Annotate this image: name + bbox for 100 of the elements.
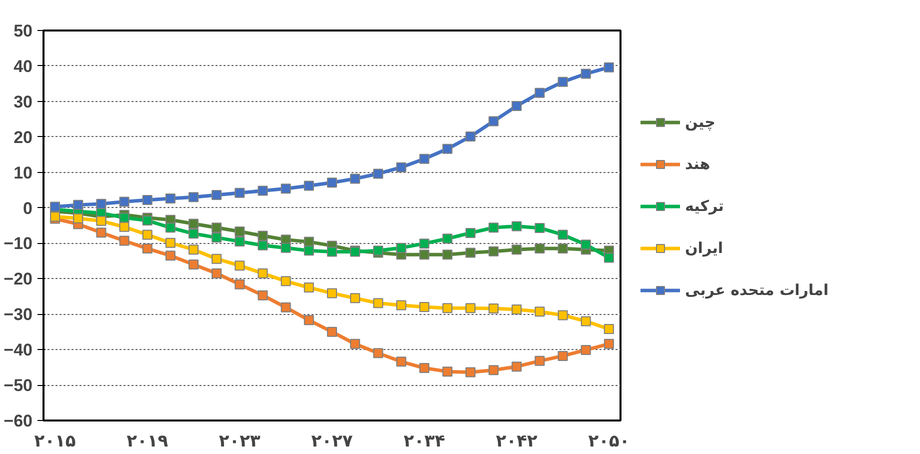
point <box>373 348 384 358</box>
y-tick-label: 30 <box>14 92 33 112</box>
legend-label: ایران <box>685 239 724 257</box>
point <box>465 132 476 142</box>
point <box>50 202 60 212</box>
x-tick-label: ۲۰۵۰ <box>588 432 630 452</box>
point <box>580 344 591 355</box>
y-tick-label: −40 <box>4 340 33 360</box>
point <box>419 238 430 249</box>
point <box>580 240 591 250</box>
point <box>258 186 268 196</box>
point <box>234 260 245 271</box>
point <box>96 198 106 209</box>
point <box>488 365 499 376</box>
point <box>119 196 130 207</box>
y-tick-label: 20 <box>14 128 33 147</box>
point <box>96 216 106 226</box>
point <box>488 222 499 233</box>
point <box>534 356 545 366</box>
point <box>234 188 245 198</box>
y-tick-label: 40 <box>14 56 33 76</box>
x-tick-label: ۲۰۴۲ <box>496 432 538 452</box>
point <box>604 252 614 263</box>
point <box>188 192 199 202</box>
legend-label: چین <box>685 113 716 131</box>
point <box>512 244 522 255</box>
point <box>512 221 522 232</box>
point <box>558 230 568 240</box>
point <box>465 248 476 258</box>
point <box>280 242 291 253</box>
point <box>234 279 245 290</box>
point <box>327 178 337 188</box>
y-tick-label: −30 <box>4 305 33 324</box>
point <box>419 363 430 374</box>
point <box>488 246 499 256</box>
point <box>142 244 152 254</box>
point <box>512 362 522 372</box>
point <box>304 246 314 256</box>
point <box>604 62 614 72</box>
point <box>304 315 314 326</box>
point <box>465 367 476 378</box>
point <box>558 310 568 320</box>
point <box>258 290 268 300</box>
point <box>558 244 568 254</box>
y-tick-label: 50 <box>14 22 33 40</box>
y-tick-label: 10 <box>14 163 33 182</box>
point <box>119 222 130 232</box>
y-tick-label: −20 <box>4 270 33 289</box>
point <box>165 194 176 204</box>
point <box>534 306 545 317</box>
point <box>534 88 545 98</box>
point <box>419 302 430 312</box>
point <box>396 356 406 367</box>
point <box>73 200 84 210</box>
point <box>604 338 614 349</box>
point <box>396 300 406 310</box>
point <box>580 68 591 79</box>
point <box>212 232 222 243</box>
point <box>327 246 337 257</box>
point <box>212 190 222 200</box>
y-tick-label: −10 <box>4 234 33 254</box>
point <box>234 236 245 246</box>
point <box>465 303 476 314</box>
legend-label: امارات متحده عربی <box>685 281 828 299</box>
point <box>327 288 337 298</box>
point <box>512 101 522 112</box>
point <box>119 212 130 223</box>
point <box>212 268 222 278</box>
point <box>373 298 384 308</box>
x-tick-label: ۲۰۱۵ <box>34 432 76 452</box>
y-tick-label: −60 <box>4 412 33 430</box>
point <box>280 302 291 312</box>
point <box>580 316 591 326</box>
point <box>73 213 84 224</box>
point <box>350 174 360 184</box>
legend-label: هند <box>685 155 710 173</box>
point <box>96 228 106 238</box>
y-tick-label: 0 <box>23 198 33 218</box>
point <box>442 366 452 377</box>
point <box>165 222 176 233</box>
point <box>212 254 222 264</box>
point <box>119 236 130 246</box>
point <box>373 168 384 179</box>
point <box>604 324 614 334</box>
point <box>188 228 199 239</box>
point <box>488 116 499 126</box>
point <box>419 154 430 164</box>
point <box>188 218 199 229</box>
point <box>258 230 268 241</box>
legend-label: ترکیه <box>685 197 724 215</box>
point <box>142 216 152 226</box>
point <box>188 260 199 270</box>
x-tick-label: ۲۰۲۳ <box>218 432 262 452</box>
point <box>258 240 268 250</box>
point <box>488 303 499 314</box>
point <box>534 244 545 254</box>
point <box>212 222 222 233</box>
point <box>258 268 268 278</box>
point <box>558 350 568 361</box>
point <box>396 162 406 172</box>
